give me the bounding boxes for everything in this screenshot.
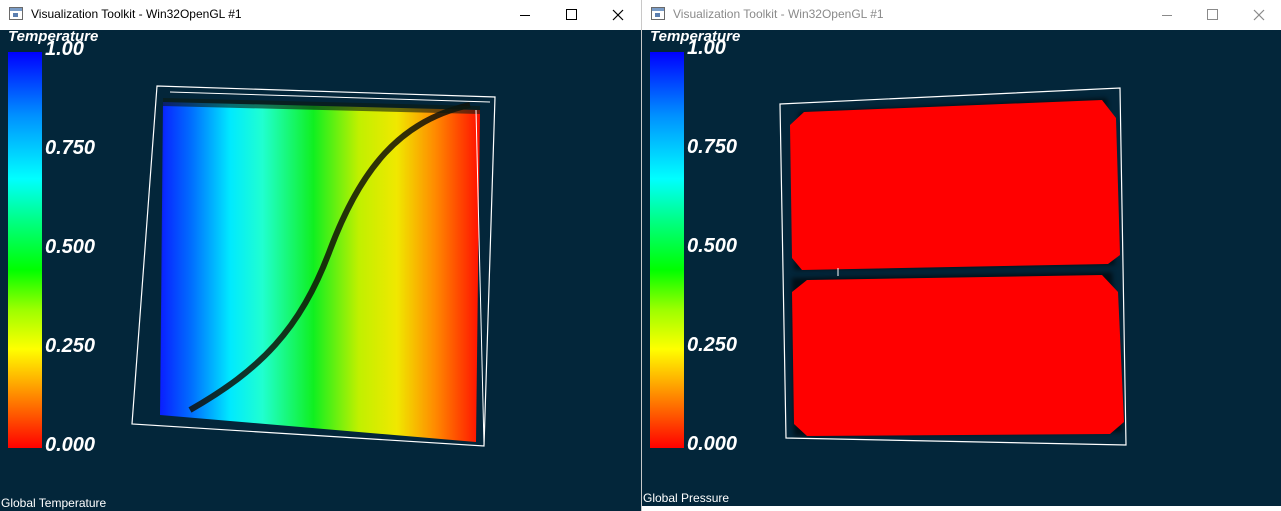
- top-edge-shading: [162, 98, 481, 114]
- scalar-bar-tick: 0.000: [45, 434, 96, 456]
- app-window-icon: [9, 7, 23, 20]
- scalar-bar-tick: 0.500: [45, 236, 96, 258]
- maximize-button[interactable]: [549, 0, 595, 30]
- scalar-bar-tick: 0.250: [45, 335, 96, 357]
- scalar-bar-tick: 0.750: [45, 137, 96, 159]
- corner-annotation: Global Temperature: [1, 496, 107, 510]
- scalar-bar-tick: 0.750: [687, 136, 738, 158]
- scalar-bar-tick: 0.250: [687, 334, 738, 356]
- scalar-bar: [8, 52, 42, 448]
- vtk-window-pressure[interactable]: Visualization Toolkit - Win32OpenGL #1 T…: [641, 0, 1281, 511]
- bounding-box-outline: [779, 87, 1127, 446]
- scalar-bar-title: Temperature: [650, 30, 741, 45]
- title-bar[interactable]: Visualization Toolkit - Win32OpenGL #1: [642, 0, 1281, 30]
- render-viewport[interactable]: Temperature 1.00 0.750 0.500 0.250 0.000…: [0, 30, 641, 511]
- minimize-icon: [1162, 15, 1172, 16]
- title-bar[interactable]: Visualization Toolkit - Win32OpenGL #1: [0, 0, 641, 30]
- pressure-region-lower: [792, 275, 1124, 436]
- scalar-bar-title: Temperature: [8, 30, 99, 45]
- edge-shadow: [140, 92, 165, 420]
- pressure-volume-render: [779, 87, 1127, 446]
- isoline-band: [188, 102, 471, 413]
- bounding-box-edge: [169, 91, 491, 103]
- minimize-icon: [520, 15, 530, 16]
- close-icon: [612, 9, 624, 21]
- close-button[interactable]: [1236, 0, 1281, 30]
- taskbar-strip: [642, 506, 1281, 511]
- close-icon: [1253, 9, 1265, 21]
- window-title: Visualization Toolkit - Win32OpenGL #1: [31, 7, 242, 21]
- temperature-volume-render: [131, 85, 496, 447]
- scalar-bar-tick: 1.00: [687, 37, 726, 59]
- maximize-icon: [1207, 9, 1218, 20]
- vtk-window-temperature[interactable]: Visualization Toolkit - Win32OpenGL #1: [0, 0, 642, 511]
- scalar-bar-tick: 1.00: [45, 38, 84, 60]
- minimize-button[interactable]: [1144, 0, 1190, 30]
- corner-annotation: Global Pressure: [643, 491, 730, 505]
- scalar-bar: [650, 52, 684, 448]
- close-button[interactable]: [595, 0, 641, 30]
- render-viewport[interactable]: Temperature 1.00 0.750 0.500 0.250 0.000…: [642, 30, 1281, 506]
- scalar-bar-tick: 0.000: [687, 433, 738, 455]
- bounding-box-edge: [475, 109, 485, 447]
- minimize-button[interactable]: [502, 0, 548, 30]
- maximize-button[interactable]: [1190, 0, 1236, 30]
- window-title: Visualization Toolkit - Win32OpenGL #1: [673, 7, 884, 21]
- pressure-region-upper: [790, 100, 1120, 270]
- scalar-bar-tick: 0.500: [687, 235, 738, 257]
- app-window-icon: [651, 7, 665, 20]
- maximize-icon: [566, 9, 577, 20]
